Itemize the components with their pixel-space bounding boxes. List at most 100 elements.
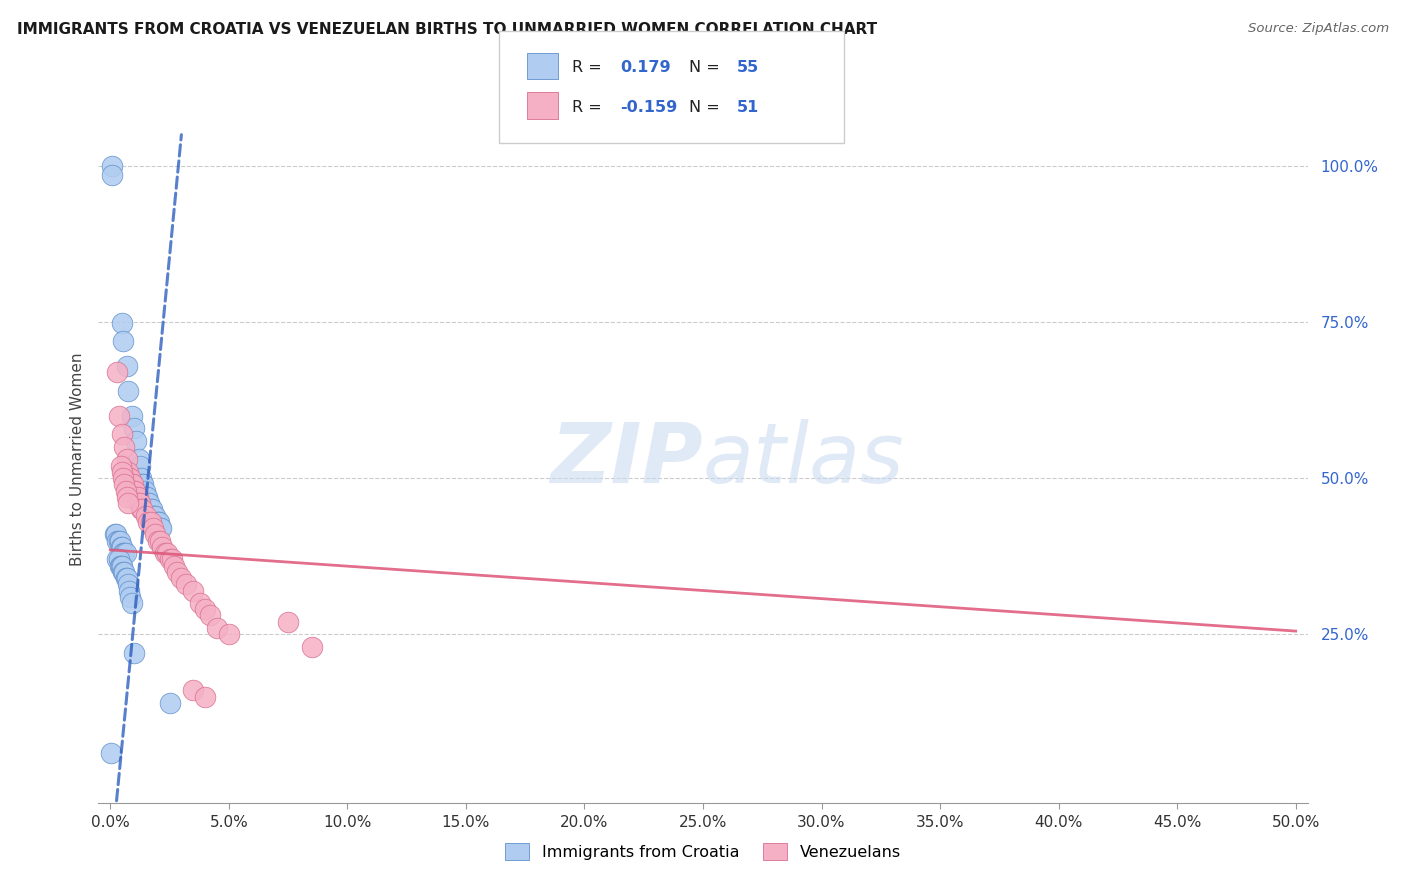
Point [156,546,179,560]
Point [111,540,134,554]
Point [112,565,135,579]
Point [128,452,150,467]
Point [148,515,170,529]
Point [218,627,240,641]
Point [112,546,135,560]
Point [181,583,204,598]
Point [110,458,132,473]
Text: Source: ZipAtlas.com: Source: ZipAtlas.com [1249,22,1389,36]
Point [190,596,212,610]
Point [107,533,129,548]
Point [135,508,157,523]
Point [117,465,139,479]
Point [100,746,122,760]
Point [101,159,124,173]
Text: -0.159: -0.159 [620,100,678,114]
Point [111,316,134,330]
Point [143,527,166,541]
Point [107,552,129,566]
Point [108,533,131,548]
Point [150,521,173,535]
Point [114,440,136,454]
Point [174,577,197,591]
Point [122,483,145,498]
Point [124,483,146,498]
Point [127,490,149,504]
Point [159,696,181,710]
Point [115,490,138,504]
Point [117,577,139,591]
Point [166,565,188,579]
Point [129,458,152,473]
Point [121,477,143,491]
Point [129,502,152,516]
Point [142,521,165,535]
Point [121,477,143,491]
Point [131,477,153,491]
Point [114,546,136,560]
Point [152,540,174,554]
Point [104,527,127,541]
Point [114,571,136,585]
Point [108,558,131,573]
Point [122,646,145,660]
Point [153,546,176,560]
Point [131,502,153,516]
Point [112,334,135,348]
Point [146,515,169,529]
Point [170,571,193,585]
Legend: Immigrants from Croatia, Venezuelans: Immigrants from Croatia, Venezuelans [505,844,901,860]
Text: ZIP: ZIP [550,419,703,500]
Text: N =: N = [689,100,725,114]
Point [114,477,136,491]
Point [141,502,163,516]
Point [139,502,162,516]
Point [181,683,204,698]
Point [110,558,132,573]
Point [122,421,145,435]
Point [114,483,136,498]
Point [146,533,169,548]
Point [101,168,124,183]
Point [149,521,172,535]
Point [194,690,217,704]
Point [117,384,139,398]
Point [159,552,181,566]
Text: N =: N = [689,61,725,75]
Point [121,596,143,610]
Point [277,615,299,629]
Point [115,452,138,467]
Text: IMMIGRANTS FROM CROATIA VS VENEZUELAN BIRTHS TO UNMARRIED WOMEN CORRELATION CHAR: IMMIGRANTS FROM CROATIA VS VENEZUELAN BI… [17,22,877,37]
Point [118,471,141,485]
Point [128,496,150,510]
Point [107,409,129,423]
Text: 0.179: 0.179 [620,61,671,75]
Point [111,427,134,442]
Point [125,434,148,448]
Point [115,571,138,585]
Point [301,640,323,654]
Point [194,602,217,616]
Point [105,527,128,541]
Point [105,365,128,379]
Point [120,590,142,604]
Point [142,508,165,523]
Point [160,552,183,566]
Point [105,533,128,548]
Point [114,565,136,579]
Point [129,471,152,485]
Point [139,515,162,529]
Point [145,515,167,529]
Point [105,552,128,566]
Point [110,540,132,554]
Point [135,490,157,504]
Point [136,490,159,504]
Text: 55: 55 [737,61,759,75]
Point [121,409,143,423]
Point [125,490,148,504]
Point [198,608,221,623]
Text: atlas: atlas [703,419,904,500]
Point [120,471,142,485]
Point [143,508,166,523]
Point [138,496,160,510]
